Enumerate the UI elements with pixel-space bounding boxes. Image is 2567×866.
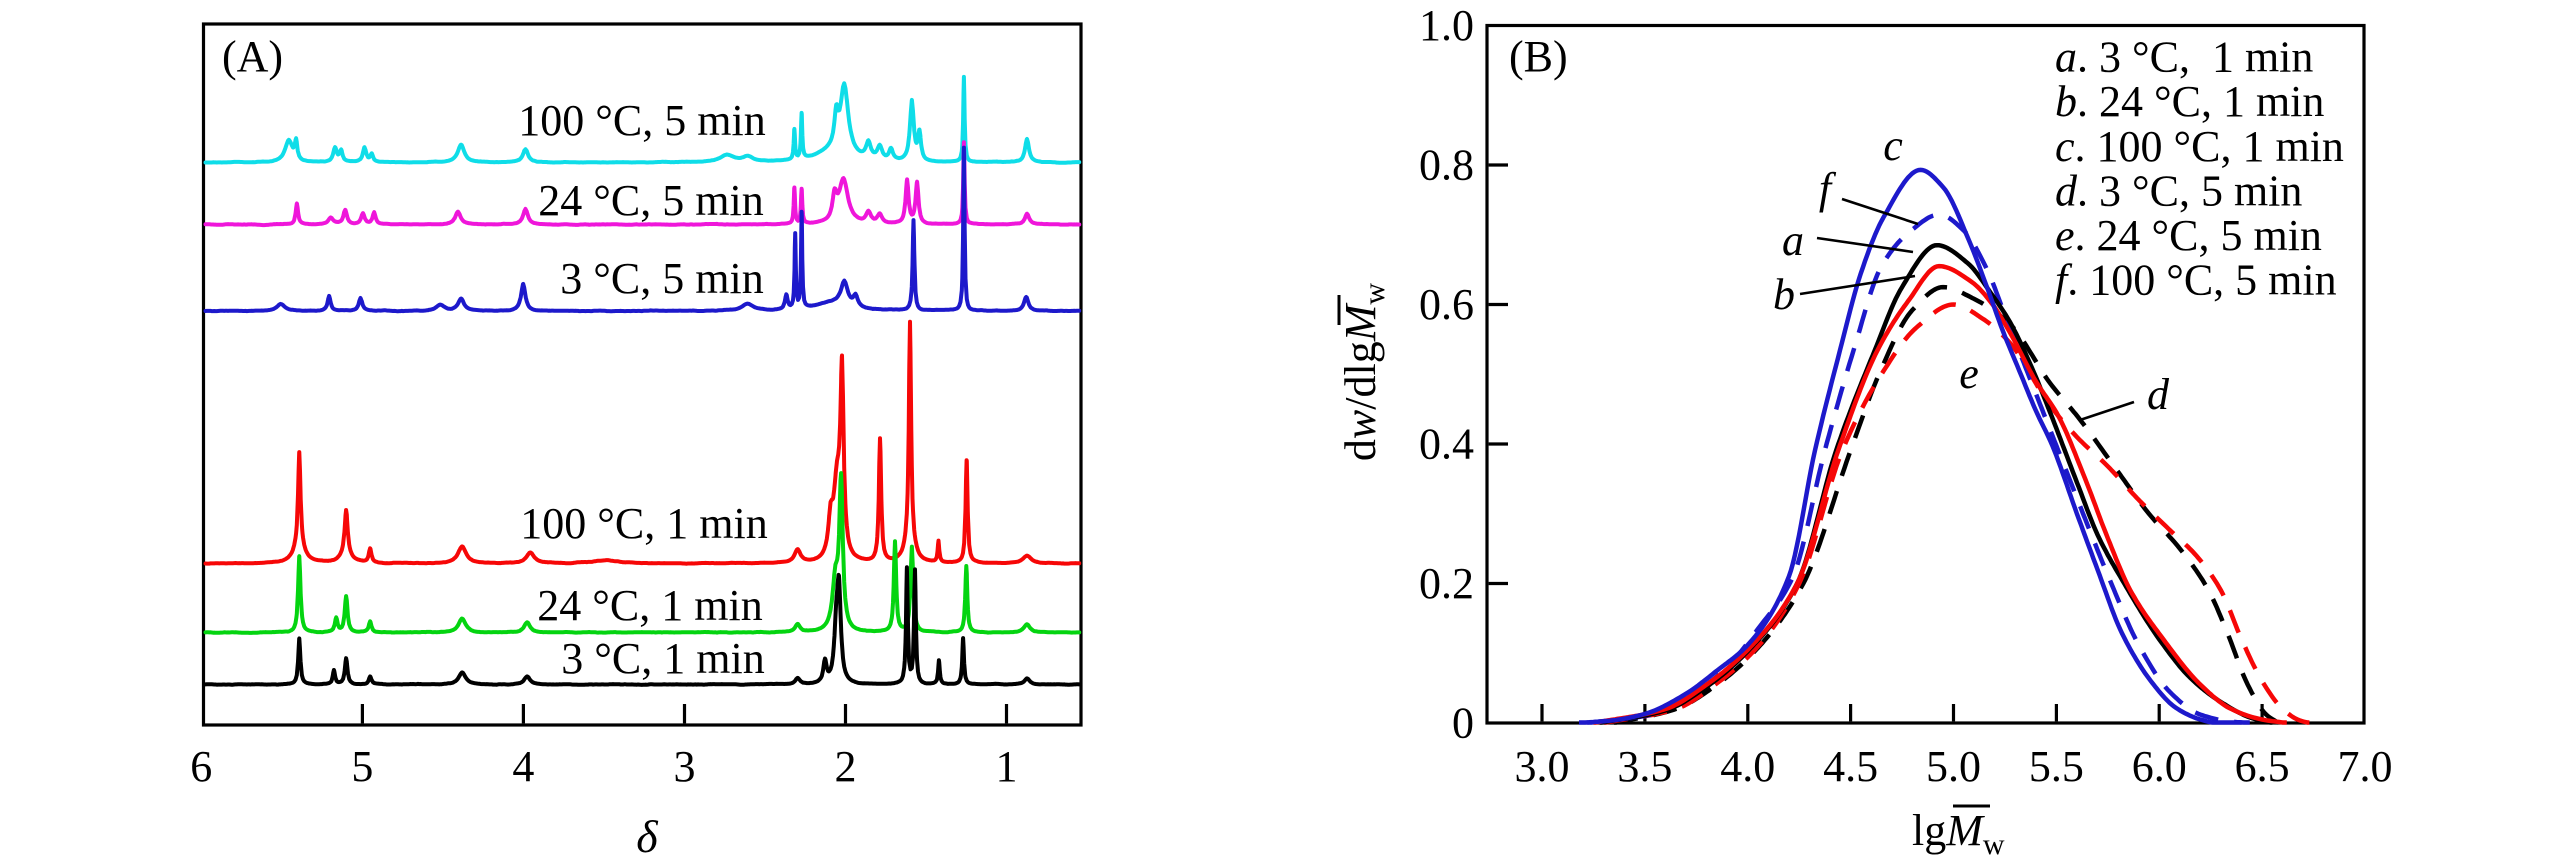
svg-text:δ: δ <box>636 811 658 862</box>
svg-text:3 °C, 1 min: 3 °C, 1 min <box>561 634 764 683</box>
svg-text:d. 3 °C, 5 min: d. 3 °C, 5 min <box>2055 166 2302 215</box>
svg-text:(B): (B) <box>1509 32 1568 81</box>
svg-text:0.8: 0.8 <box>1419 141 1474 190</box>
svg-text:5.0: 5.0 <box>1926 742 1981 791</box>
svg-text:0: 0 <box>1452 699 1474 748</box>
svg-text:6.5: 6.5 <box>2235 742 2290 791</box>
svg-text:24 °C, 5 min: 24 °C, 5 min <box>538 176 763 225</box>
svg-text:2: 2 <box>835 742 857 791</box>
svg-text:c: c <box>1883 121 1903 170</box>
svg-text:100 °C, 1 min: 100 °C, 1 min <box>520 499 767 548</box>
svg-text:5.5: 5.5 <box>2029 742 2084 791</box>
svg-text:24 °C, 1 min: 24 °C, 1 min <box>537 581 762 630</box>
svg-text:0.4: 0.4 <box>1419 420 1474 469</box>
svg-text:6.0: 6.0 <box>2132 742 2187 791</box>
svg-text:e: e <box>1959 349 1979 398</box>
svg-text:f. 100 °C, 5 min: f. 100 °C, 5 min <box>2055 256 2337 305</box>
svg-text:(A): (A) <box>222 32 283 81</box>
svg-text:0.2: 0.2 <box>1419 559 1474 608</box>
svg-text:d: d <box>2147 370 2170 419</box>
svg-text:6: 6 <box>190 742 212 791</box>
svg-text:e. 24 °C, 5 min: e. 24 °C, 5 min <box>2055 211 2322 260</box>
svg-text:b. 24 °C, 1 min: b. 24 °C, 1 min <box>2055 77 2324 126</box>
svg-text:3: 3 <box>673 742 695 791</box>
svg-text:lgMw: lgMw <box>1912 806 2005 861</box>
svg-text:5: 5 <box>351 742 373 791</box>
svg-text:3.0: 3.0 <box>1515 742 1570 791</box>
svg-text:1.0: 1.0 <box>1419 1 1474 50</box>
svg-text:1: 1 <box>996 742 1018 791</box>
svg-text:a: a <box>1782 216 1804 265</box>
svg-text:100 °C, 5 min: 100 °C, 5 min <box>518 96 765 145</box>
svg-text:c. 100 °C, 1 min: c. 100 °C, 1 min <box>2055 122 2344 171</box>
svg-text:4.5: 4.5 <box>1823 742 1878 791</box>
svg-text:7.0: 7.0 <box>2338 742 2393 791</box>
svg-text:4: 4 <box>512 742 534 791</box>
svg-text:b: b <box>1773 270 1795 319</box>
svg-text:dw/dlgMw: dw/dlgMw <box>1336 283 1391 461</box>
svg-text:3.5: 3.5 <box>1617 742 1672 791</box>
svg-text:3 °C, 5 min: 3 °C, 5 min <box>560 254 763 303</box>
svg-text:a. 3 °C, 1 min: a. 3 °C, 1 min <box>2055 33 2313 82</box>
svg-text:0.6: 0.6 <box>1419 280 1474 329</box>
svg-text:4.0: 4.0 <box>1720 742 1775 791</box>
